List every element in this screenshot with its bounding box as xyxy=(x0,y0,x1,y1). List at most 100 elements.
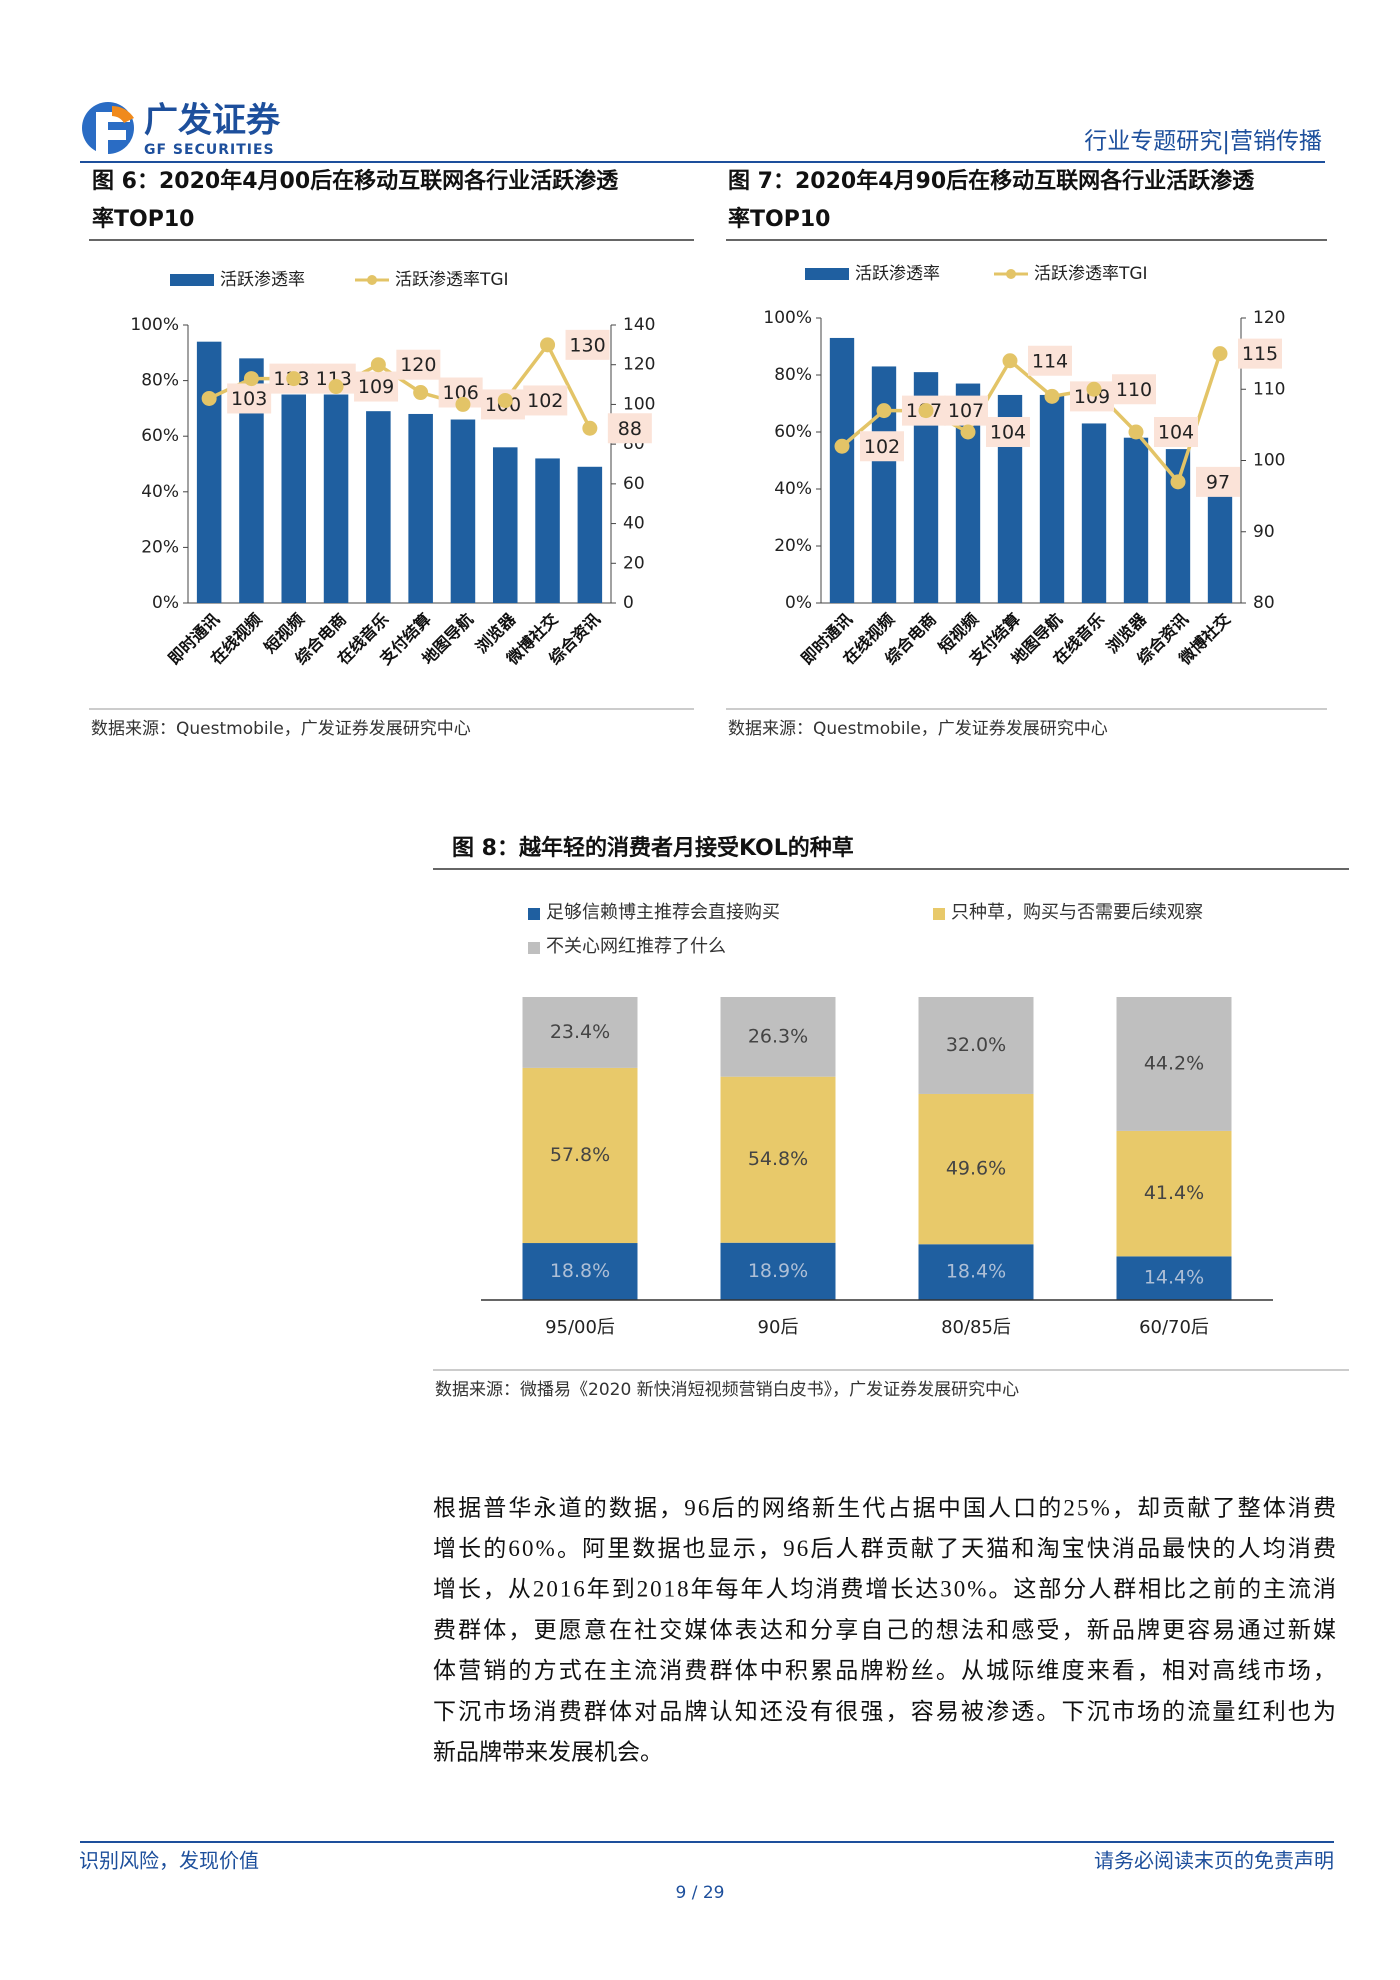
data-label: 120 xyxy=(400,354,436,376)
data-label: 102 xyxy=(864,436,900,458)
bar xyxy=(366,411,391,603)
data-label: 107 xyxy=(948,400,984,422)
source: 数据来源：Questmobile，广发证券发展研究中心 xyxy=(728,719,1108,739)
y-tick-label: 80% xyxy=(141,371,179,391)
data-label: 104 xyxy=(990,422,1026,444)
bar xyxy=(196,341,222,603)
logo-mark xyxy=(112,105,134,123)
bar-segment xyxy=(918,1093,1034,1245)
figure-title: 图 8：越年轻的消费者月接受KOL的种草 xyxy=(452,835,854,861)
data-label-bg xyxy=(607,413,652,444)
data-label: 104 xyxy=(1158,422,1194,444)
bar xyxy=(323,394,349,603)
y-tick-label: 60% xyxy=(774,422,812,442)
y-tick-label: 40% xyxy=(141,482,179,502)
bar-segment xyxy=(1116,1256,1232,1300)
data-label-bg xyxy=(523,385,568,416)
legend-label: 活跃渗透率TGI xyxy=(395,270,509,290)
data-label: 97 xyxy=(1206,471,1230,493)
y-tick-label: 100% xyxy=(130,315,179,335)
data-label: 26.3% xyxy=(748,1025,808,1047)
data-label-bg xyxy=(1028,345,1072,376)
data-label: 49.6% xyxy=(946,1158,1006,1180)
data-label-bg xyxy=(1196,466,1240,497)
page-number: 9 / 29 xyxy=(676,1883,725,1903)
data-label: 57.8% xyxy=(550,1144,610,1166)
bar xyxy=(281,394,307,603)
line-point xyxy=(960,424,976,440)
data-label: 18.4% xyxy=(946,1261,1006,1283)
line-point xyxy=(370,357,386,373)
footer-left: 识别风险，发现价值 xyxy=(79,1849,259,1873)
y2-tick-label: 140 xyxy=(623,315,655,335)
data-label-bg xyxy=(565,329,610,360)
legend-swatch xyxy=(933,908,945,920)
footer-right: 请务必阅读末页的免责声明 xyxy=(1094,1849,1334,1873)
line-point xyxy=(540,337,556,353)
data-label: 102 xyxy=(527,390,563,412)
y-tick-label: 0% xyxy=(785,593,812,613)
data-label-bg xyxy=(986,417,1030,447)
body-line: 新品牌带来发展机会。 xyxy=(433,1739,663,1764)
y-tick-label: 100% xyxy=(763,308,812,328)
legend-label: 足够信赖博主推荐会直接购买 xyxy=(546,902,780,922)
bar-segment xyxy=(918,997,1034,1094)
line-point xyxy=(328,379,344,395)
line-point xyxy=(201,390,217,406)
line-point xyxy=(243,371,259,387)
bar xyxy=(577,466,603,603)
line-point xyxy=(918,403,934,419)
legend-label: 活跃渗透率 xyxy=(855,264,940,284)
line-point xyxy=(413,385,429,401)
y-tick-label: 0% xyxy=(152,593,179,613)
data-label-bg xyxy=(860,431,904,462)
legend-label: 只种草，购买与否需要后续观察 xyxy=(951,902,1203,922)
data-label: 44.2% xyxy=(1144,1052,1204,1074)
data-label: 114 xyxy=(1032,350,1068,372)
line-point xyxy=(582,420,598,436)
line-point xyxy=(876,403,892,419)
legend-label: 活跃渗透率TGI xyxy=(1034,264,1148,284)
line-point xyxy=(1128,424,1144,440)
bar-segment xyxy=(918,1244,1034,1300)
y2-tick-label: 120 xyxy=(623,355,655,375)
data-label: 88 xyxy=(618,418,642,440)
line-point xyxy=(497,392,513,408)
company-en: GF SECURITIES xyxy=(144,142,275,158)
company-name: 广发证券 xyxy=(144,101,281,141)
data-label-bg xyxy=(354,371,399,402)
legend-label: 不关心网红推荐了什么 xyxy=(546,936,726,956)
data-label: 18.8% xyxy=(550,1260,610,1282)
bar xyxy=(1039,394,1065,603)
data-label-bg xyxy=(1112,374,1156,405)
y2-tick-label: 60 xyxy=(623,474,645,494)
data-label: 14.4% xyxy=(1144,1267,1204,1289)
data-label: 54.8% xyxy=(748,1148,808,1170)
y-tick-label: 80% xyxy=(774,365,812,385)
bar-segment xyxy=(1116,1130,1232,1257)
line-point xyxy=(286,371,302,387)
x-tick-label: 95/00后 xyxy=(545,1317,615,1338)
x-tick-label: 90后 xyxy=(758,1317,799,1338)
y2-tick-label: 100 xyxy=(1253,451,1285,471)
data-label: 103 xyxy=(231,388,267,410)
figure-title: 率TOP10 xyxy=(92,206,194,232)
bar-segment xyxy=(1116,997,1232,1131)
data-label: 130 xyxy=(569,334,605,356)
bar xyxy=(871,366,897,603)
y-tick-label: 40% xyxy=(774,479,812,499)
y2-tick-label: 120 xyxy=(1253,308,1285,328)
data-label-bg xyxy=(396,349,441,380)
data-label-bg xyxy=(227,383,272,414)
x-tick-label: 80/85后 xyxy=(941,1317,1011,1338)
x-tick-label: 60/70后 xyxy=(1139,1317,1209,1338)
line-point xyxy=(1086,381,1102,397)
line-point xyxy=(834,438,850,454)
bar-segment xyxy=(720,1242,836,1300)
line-point xyxy=(455,396,471,412)
data-label: 109 xyxy=(358,376,394,398)
bar xyxy=(492,447,518,603)
legend-swatch xyxy=(1006,269,1016,279)
